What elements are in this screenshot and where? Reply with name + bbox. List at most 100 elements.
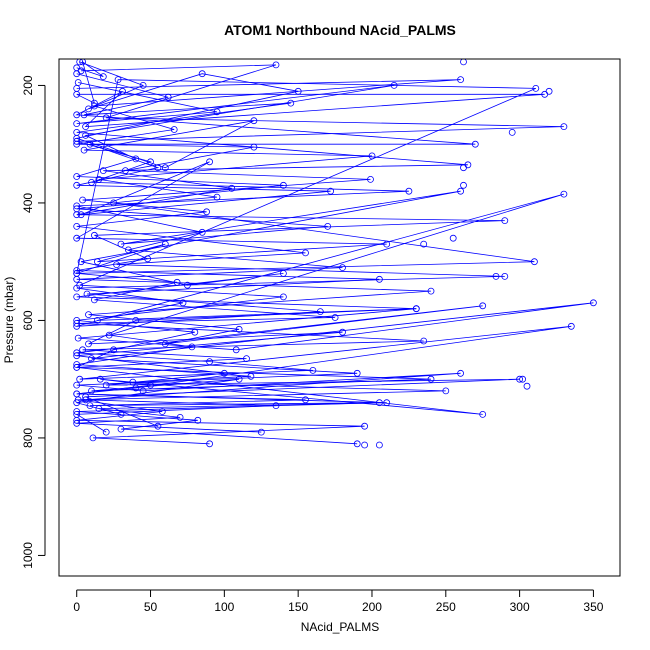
data-point — [560, 190, 568, 198]
data-point — [73, 222, 81, 230]
x-tick-label: 250 — [436, 600, 456, 614]
data-point — [206, 358, 214, 366]
data-point — [272, 61, 280, 69]
data-point — [73, 120, 81, 127]
series-line-6 — [76, 82, 535, 445]
data-point — [139, 82, 147, 89]
data-point — [427, 287, 435, 295]
data-point — [353, 440, 361, 448]
data-point — [91, 231, 98, 239]
data-point — [82, 131, 89, 139]
data-point — [73, 284, 81, 292]
data-point — [203, 208, 211, 216]
data-point — [353, 369, 361, 377]
x-tick-label: 350 — [583, 600, 603, 614]
data-point — [339, 264, 346, 272]
data-point — [449, 234, 457, 242]
y-tick-label: 800 — [21, 428, 35, 448]
data-point — [144, 255, 152, 263]
data-point — [73, 269, 81, 277]
data-point — [117, 425, 125, 433]
data-point — [279, 293, 287, 301]
data-point — [213, 193, 221, 201]
data-point — [375, 399, 383, 407]
data-point — [309, 366, 317, 374]
data-point — [74, 334, 82, 342]
data-point — [179, 299, 187, 307]
data-point — [316, 308, 324, 316]
y-axis: 200 400 600 800 1000 — [21, 75, 46, 569]
data-point — [324, 222, 332, 230]
data-point — [287, 99, 295, 107]
data-point — [590, 299, 597, 307]
x-tick-label: 50 — [144, 600, 158, 614]
data-point — [161, 164, 169, 172]
data-point — [471, 140, 479, 148]
data-point — [91, 296, 98, 304]
data-point — [213, 108, 221, 116]
data-point — [516, 375, 523, 383]
x-tick-label: 100 — [214, 600, 234, 614]
data-point — [457, 76, 465, 83]
data-point — [327, 187, 335, 195]
data-point — [73, 111, 81, 119]
data-point — [105, 331, 113, 339]
data-point — [79, 59, 86, 66]
data-point — [73, 234, 81, 242]
data-point — [279, 181, 287, 189]
data-point — [73, 408, 81, 415]
data-point — [147, 158, 154, 166]
plot-frame — [58, 58, 621, 577]
data-point — [73, 381, 81, 389]
y-tick-label: 400 — [21, 193, 35, 213]
data-point — [79, 196, 86, 204]
data-point — [99, 73, 107, 80]
x-axis-label: NAcid_PALMS — [301, 620, 379, 634]
data-point — [82, 123, 89, 130]
data-point — [412, 305, 420, 313]
data-point — [302, 396, 309, 404]
data-point — [85, 311, 92, 319]
data-point — [427, 375, 435, 383]
data-point — [139, 387, 147, 395]
data-point — [88, 355, 95, 363]
data-point — [79, 346, 86, 354]
data-point — [198, 70, 206, 78]
data-point — [368, 152, 376, 160]
data-point — [375, 275, 383, 283]
data-point — [73, 416, 81, 424]
data-point — [73, 363, 81, 371]
data-point — [460, 164, 467, 172]
data-point — [457, 369, 465, 377]
data-point — [194, 416, 202, 424]
data-point — [560, 123, 568, 130]
y-tick-label: 1000 — [21, 542, 35, 569]
data-point — [73, 211, 81, 219]
data-point — [80, 146, 88, 154]
data-point — [73, 181, 81, 189]
data-point — [479, 302, 487, 310]
chart-title: ATOM1 Northbound NAcid_PALMS — [224, 22, 456, 38]
data-point — [147, 381, 154, 389]
data-point — [99, 167, 107, 175]
data-point — [367, 175, 374, 183]
data-point — [361, 422, 369, 430]
data-point — [86, 402, 94, 410]
data-point — [235, 375, 243, 383]
data-point — [420, 240, 428, 248]
data-point — [390, 82, 398, 89]
data-point — [73, 70, 81, 78]
data-point — [114, 76, 122, 83]
data-point — [420, 337, 428, 345]
data-point — [243, 355, 250, 363]
data-point — [375, 441, 383, 449]
data-point — [508, 128, 516, 136]
data-point — [460, 181, 467, 189]
y-tick-label: 200 — [21, 75, 35, 95]
series-line-5 — [76, 73, 565, 445]
data-point — [173, 278, 181, 286]
data-point — [501, 272, 509, 280]
data-point — [76, 59, 84, 66]
data-point — [85, 340, 92, 348]
data-point — [176, 413, 184, 421]
